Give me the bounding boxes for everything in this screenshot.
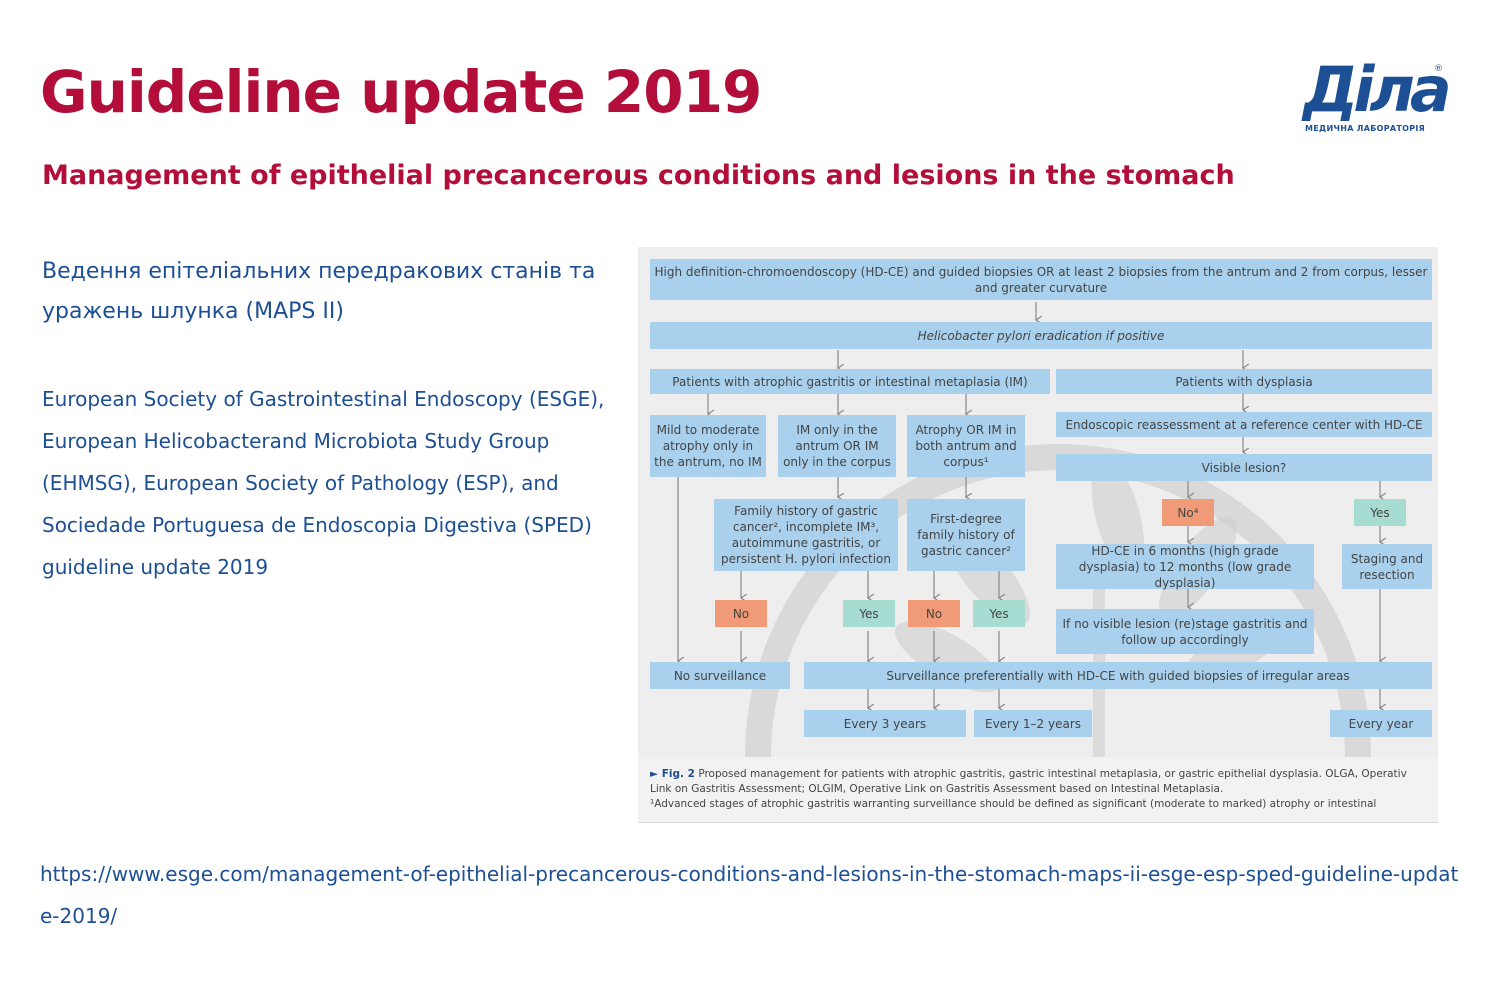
flow-every-year-box: Every year [1330,710,1432,737]
flow-yes-b-box: Yes [973,600,1025,627]
dila-logo: Діла ® МЕДИЧНА ЛАБОРАТОРІЯ [1303,53,1452,140]
flow-no-b-box: No [908,600,960,627]
flow-yes-a-box: Yes [843,600,895,627]
caption-line-2: Link on Gastritis Assessment; OLGIM, Ope… [650,783,1224,795]
figure-caption: ► Fig. 2 Proposed management for patient… [638,757,1438,823]
flow-first-degree-box: First-degree family history of gastric c… [907,499,1025,571]
flow-hdce-months-box: HD-CE in 6 months (high grade dysplasia)… [1056,544,1314,590]
caption-fig-label: ► Fig. 2 [650,768,695,780]
caption-line-1: Proposed management for patients with at… [698,768,1407,780]
flow-surveillance-box: Surveillance preferentially with HD-CE w… [804,662,1432,689]
management-flowchart: High definition-chromoendoscopy (HD-CE) … [638,247,1438,757]
flow-every3-box: Every 3 years [804,710,966,737]
flow-no-a-box: No [715,600,767,627]
flow-visible-lesion-box: Visible lesion? [1056,454,1432,481]
flow-family-history-box: Family history of gastric cancer², incom… [714,499,898,571]
flow-yes-right-box: Yes [1354,499,1406,526]
logo-tagline: МЕДИЧНА ЛАБОРАТОРІЯ [1305,124,1426,133]
organizations-text: European Society of Gastrointestinal End… [42,387,605,579]
page-title: Guideline update 2019 [40,58,762,126]
flow-atrophy-both-box: Atrophy OR IM in both antrum and corpus¹ [907,415,1025,477]
flow-hp-box: Helicobacter pylori eradication if posit… [650,322,1432,349]
flow-no4-box: No⁴ [1162,499,1214,526]
caption-line-3: ¹Advanced stages of atrophic gastritis w… [650,798,1377,810]
flow-right-header: Patients with dysplasia [1056,369,1432,394]
flow-left-header: Patients with atrophic gastritis or inte… [650,369,1050,394]
flow-top-box: High definition-chromoendoscopy (HD-CE) … [650,259,1432,300]
flow-mild-box: Mild to moderate atrophy only in the ant… [650,415,766,477]
source-url[interactable]: https://www.esge.com/management-of-epith… [40,862,1459,928]
logo-wordmark: Діла [1303,53,1452,126]
ukrainian-title: Ведення епітеліальних передракових стані… [42,259,596,324]
flow-staging-box: Staging and resection [1342,544,1432,589]
flow-every12-box: Every 1–2 years [974,710,1092,737]
flow-no-visible-box: If no visible lesion (re)stage gastritis… [1056,609,1314,654]
page-subtitle: Management of epithelial precancerous co… [42,160,1235,191]
flow-im-only-box: IM only in the antrum OR IM only in the … [778,415,896,477]
flow-reassessment-box: Endoscopic reassessment at a reference c… [1056,412,1432,437]
registered-mark: ® [1434,64,1443,74]
flow-no-surveillance-box: No surveillance [650,662,790,689]
